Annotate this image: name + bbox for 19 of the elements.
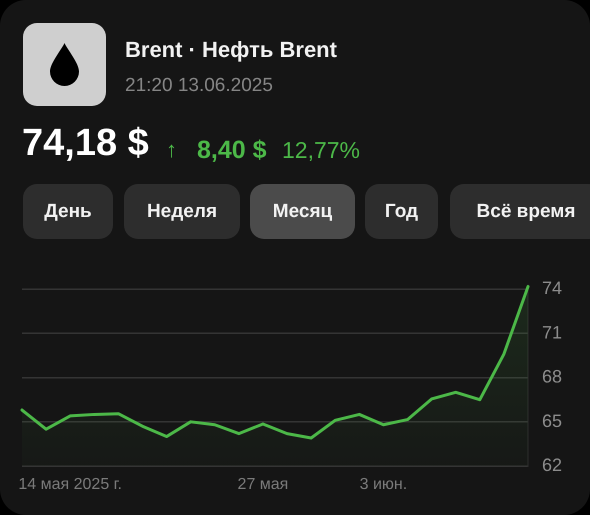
x-tick-label: 14 мая 2025 г.: [18, 476, 122, 494]
chart-title: Brent · Нефть Brent: [125, 36, 337, 64]
period-button[interactable]: День: [23, 184, 113, 239]
text: 74,18 $: [22, 121, 149, 166]
y-tick-label: 62: [542, 454, 562, 475]
period-button[interactable]: Месяц: [250, 184, 355, 239]
period-button[interactable]: Неделя: [124, 184, 240, 239]
period-button[interactable]: Год: [365, 184, 438, 239]
x-tick-label: 27 мая: [238, 476, 288, 494]
text: 8,40 $: [197, 135, 267, 165]
y-tick-label: 74: [542, 278, 562, 298]
chart-subtitle: 21:20 13.06.2025: [125, 74, 273, 98]
y-tick-label: 65: [542, 410, 562, 431]
period-button[interactable]: Всё время: [450, 184, 590, 239]
x-tick-label: 3 июн.: [360, 476, 408, 494]
text: 12,77%: [282, 136, 360, 164]
text: ↑: [166, 136, 177, 164]
y-tick-label: 68: [542, 366, 562, 387]
y-tick-label: 71: [542, 322, 562, 342]
